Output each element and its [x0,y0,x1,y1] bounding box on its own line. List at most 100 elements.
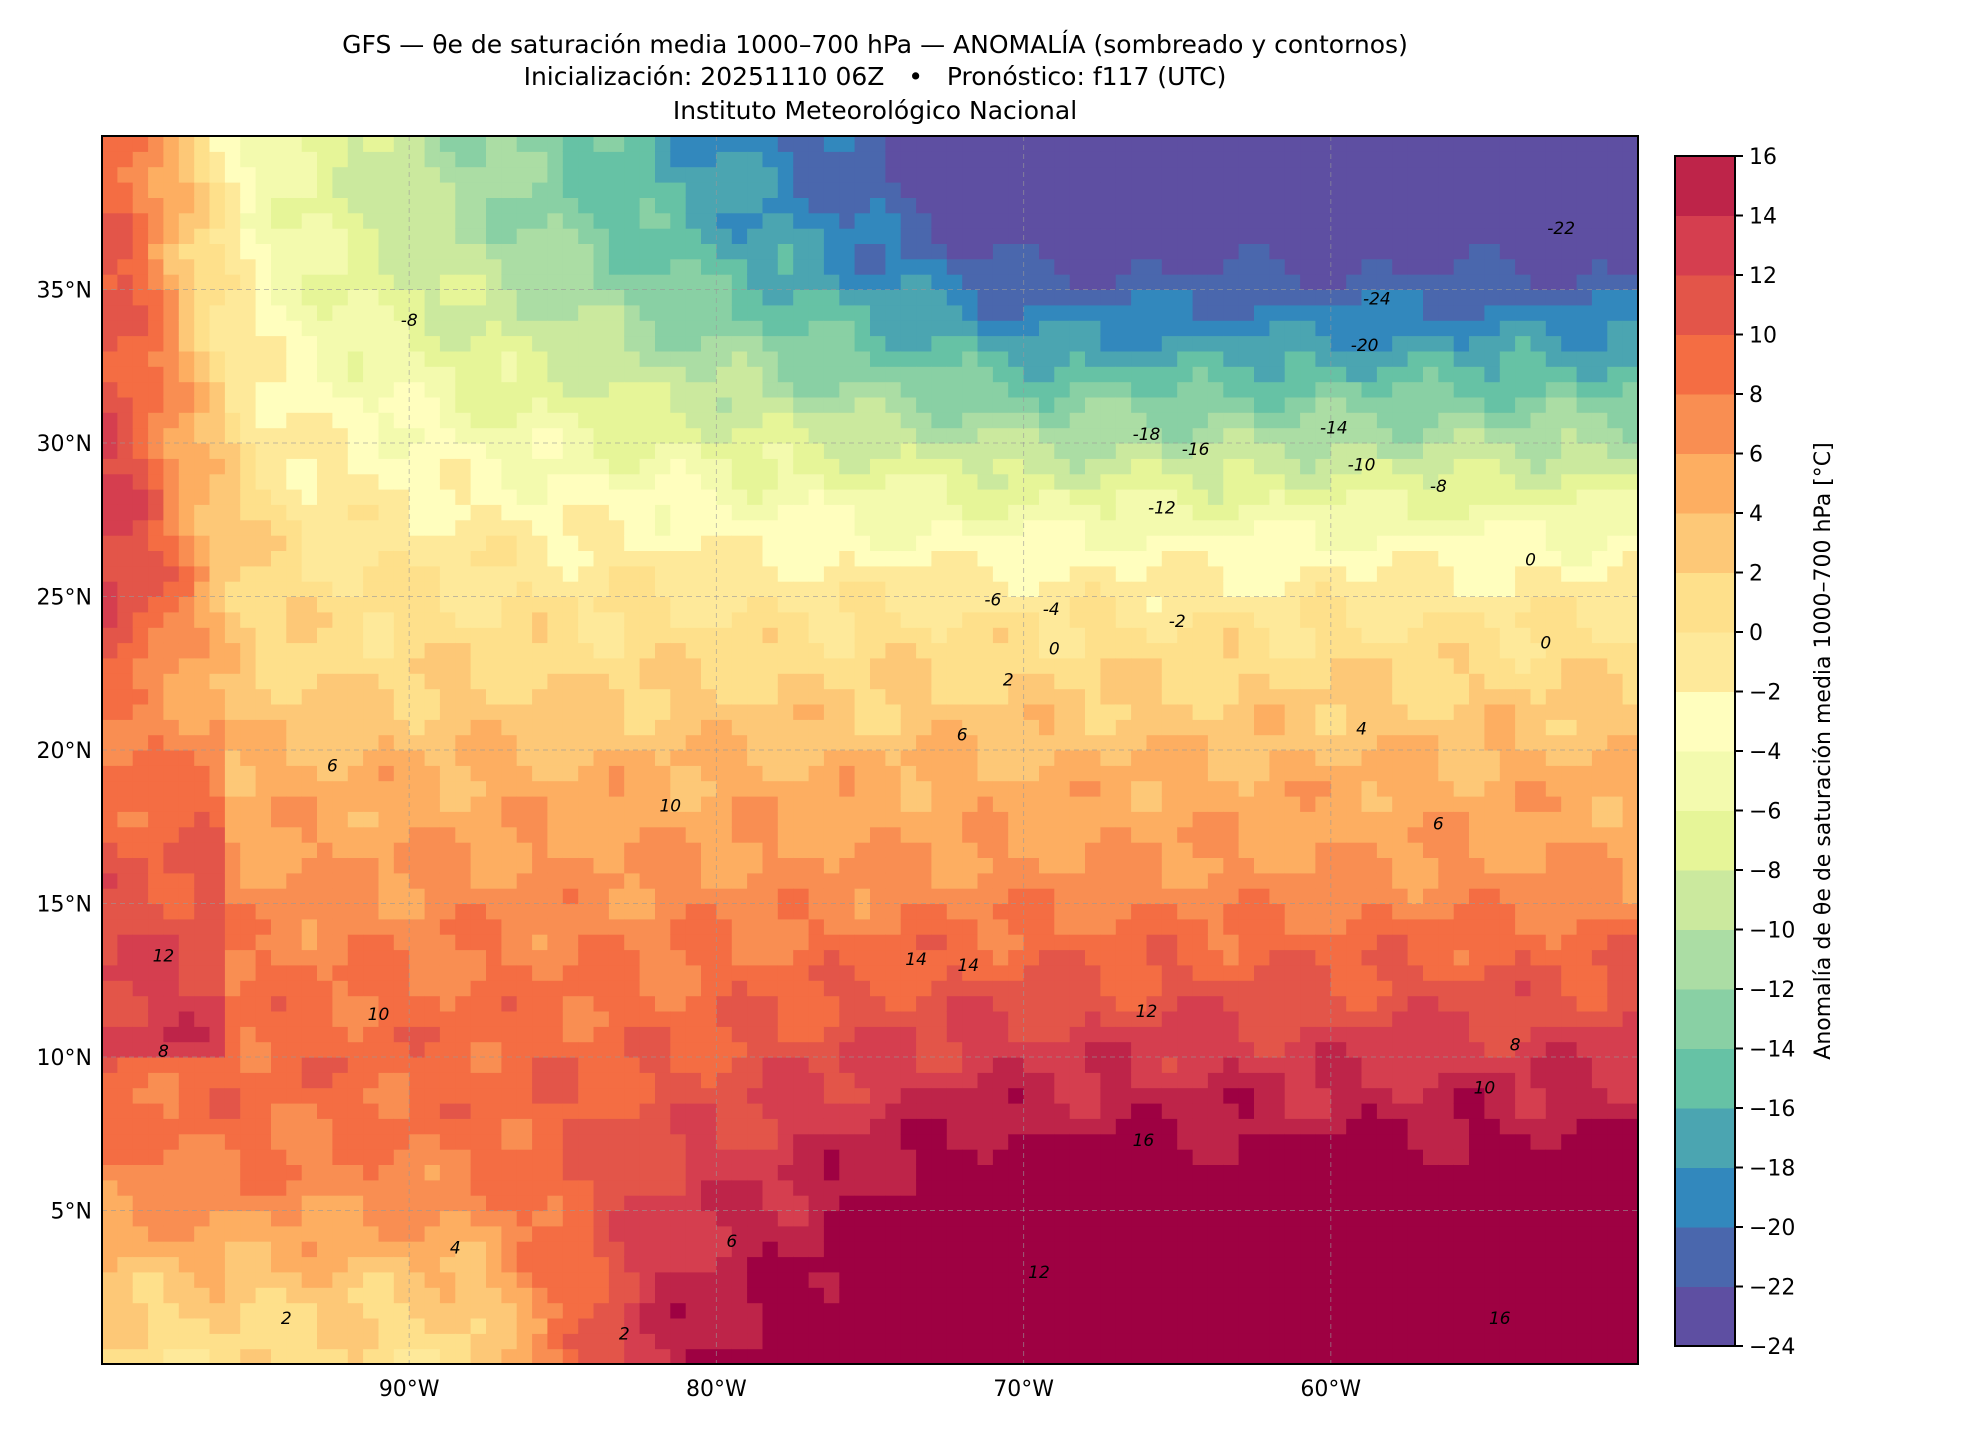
field-cell [378,289,395,306]
field-cell [1039,903,1055,920]
field-cell [946,1179,963,1196]
field-cell [992,673,1009,690]
field-cell [209,335,226,352]
field-cell [1023,136,1040,152]
field-cell [946,151,963,168]
field-cell [178,166,195,183]
field-cell [900,780,917,797]
field-cell [209,1011,226,1027]
field-cell [731,1195,748,1212]
field-cell [102,473,118,490]
field-cell [455,504,472,521]
field-cell [900,1103,917,1119]
field-cell [347,857,364,874]
field-cell [731,1057,748,1073]
field-cell [547,918,564,935]
field-cell [439,734,456,751]
field-cell [701,350,717,367]
field-cell [885,964,902,981]
field-cell [209,1149,226,1165]
field-cell [1008,1041,1025,1058]
field-cell [117,1287,134,1304]
field-cell [271,1164,287,1181]
field-cell [317,1210,333,1227]
field-cell [762,888,779,905]
field-cell [608,1179,625,1196]
field-cell [271,780,287,797]
field-cell [148,1333,165,1350]
field-cell [608,903,625,920]
field-cell [885,197,902,214]
field-cell [1008,565,1025,582]
field-cell [547,1057,564,1073]
field-cell [363,872,380,889]
field-cell [900,934,917,951]
field-cell [224,1333,241,1350]
field-cell [132,212,149,229]
field-cell [946,1072,963,1089]
field-cell [777,427,794,444]
field-cell [931,1011,948,1027]
field-cell [532,750,549,766]
field-cell [516,258,533,275]
field-cell [885,673,902,690]
field-cell [823,1179,840,1196]
field-cell [347,1164,364,1181]
field-cell [224,289,241,306]
field-cell [639,1087,656,1104]
field-cell [378,1118,395,1135]
field-cell [870,1011,886,1027]
field-cell [716,903,733,920]
field-cell [685,350,702,367]
field-cell [1008,258,1025,275]
field-cell [962,166,979,183]
field-cell [240,1011,257,1027]
field-cell [701,458,717,475]
field-cell [409,673,426,690]
field-cell [393,412,410,429]
field-cell [148,1087,165,1104]
field-cell [240,918,257,935]
field-cell [378,350,395,367]
field-cell [132,688,149,705]
field-cell [240,750,257,766]
field-cell [655,918,671,935]
field-cell [148,350,165,367]
field-cell [532,1271,549,1288]
field-cell [194,750,211,766]
field-cell [1054,1026,1071,1043]
field-cell [363,1149,380,1165]
field-cell [823,1087,840,1104]
field-cell [393,1210,410,1227]
field-cell [685,842,702,858]
field-cell [132,796,149,812]
field-cell [486,1271,502,1288]
field-cell [870,581,886,597]
field-cell [562,949,579,966]
field-cell [854,212,871,229]
field-cell [808,473,825,490]
field-cell [747,1271,764,1288]
field-cell [854,166,871,183]
field-cell [624,596,641,613]
field-cell [393,765,410,782]
field-cell [701,1179,717,1196]
field-cell [885,1103,902,1119]
field-cell [393,473,410,490]
field-cell [900,550,917,567]
field-cell [839,750,856,766]
field-cell [946,1271,963,1288]
field-cell [501,611,518,628]
field-cell [301,596,318,613]
field-cell [992,182,1009,198]
field-cell [624,1149,641,1165]
field-cell [393,381,410,398]
field-cell [777,212,794,229]
field-cell [194,335,211,352]
field-cell [701,842,717,858]
field-cell [148,182,165,198]
field-cell [747,1057,764,1073]
field-cell [977,304,994,321]
field-cell [486,903,502,920]
